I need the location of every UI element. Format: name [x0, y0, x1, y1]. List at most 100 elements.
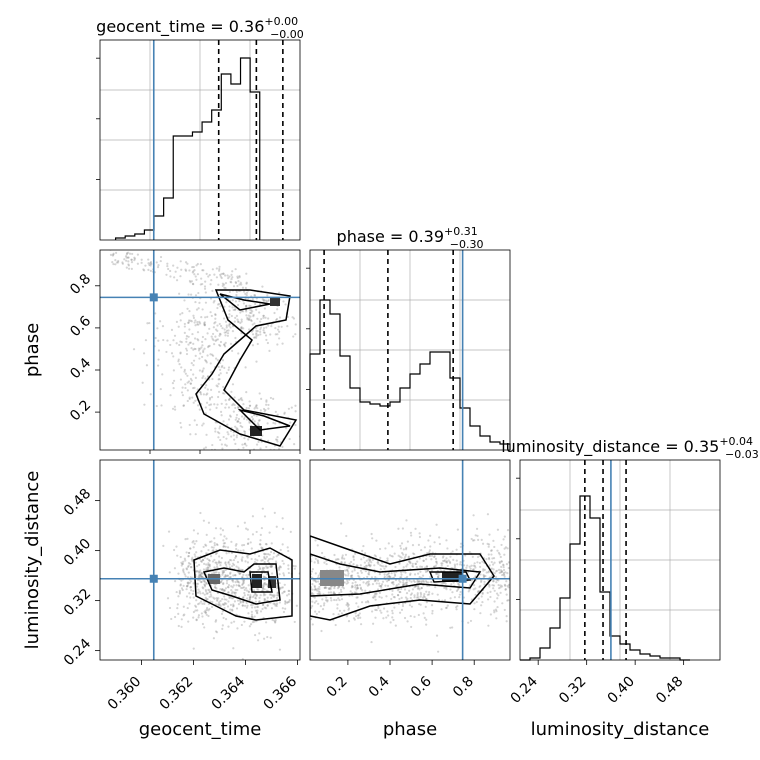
scatter-point [202, 350, 205, 354]
scatter-point [385, 565, 388, 568]
scatter-point [213, 558, 216, 562]
scatter-point [239, 549, 242, 552]
scatter-point [374, 575, 377, 579]
scatter-point [477, 597, 480, 600]
scatter-point [487, 624, 490, 627]
scatter-point [177, 612, 180, 615]
scatter-point [379, 564, 382, 567]
scatter-point [190, 280, 193, 283]
scatter-point [314, 588, 317, 591]
scatter-point [323, 561, 326, 564]
scatter-point [458, 596, 461, 599]
scatter-point [353, 618, 356, 621]
scatter-point [499, 584, 502, 587]
scatter-point [245, 527, 248, 530]
scatter-point [257, 419, 261, 422]
scatter-point [213, 343, 216, 346]
scatter-point [316, 592, 319, 595]
scatter-point [505, 593, 508, 596]
scatter-point [471, 568, 475, 571]
scatter-point [182, 614, 185, 617]
scatter-point [434, 557, 438, 561]
scatter-point [214, 339, 217, 342]
scatter-point [324, 599, 328, 602]
scatter-point [198, 369, 201, 372]
scatter-point [185, 568, 189, 571]
scatter-point [459, 561, 462, 564]
scatter-point [337, 597, 340, 600]
scatter-point [208, 559, 211, 562]
scatter-point [419, 593, 423, 596]
scatter-point [249, 311, 252, 314]
scatter-point [230, 281, 233, 284]
scatter-point [350, 574, 353, 578]
scatter-point [185, 595, 189, 598]
scatter-point [203, 562, 206, 565]
scatter-point [488, 533, 491, 536]
scatter-point [217, 436, 220, 439]
scatter-point [209, 555, 213, 558]
scatter-point [195, 540, 198, 543]
scatter-point [203, 602, 206, 606]
scatter-point [318, 610, 321, 613]
scatter-point [481, 591, 484, 594]
scatter-point [231, 579, 234, 582]
scatter-point [187, 343, 190, 346]
scatter-point [225, 582, 229, 585]
scatter-point [202, 269, 205, 272]
scatter-point [329, 588, 332, 591]
scatter-point [179, 421, 182, 425]
scatter-point [313, 601, 316, 604]
scatter-point [239, 281, 242, 284]
scatter-point [413, 580, 416, 583]
scatter-point [238, 568, 241, 571]
scatter-point [445, 606, 448, 609]
scatter-point [435, 560, 438, 564]
scatter-point [410, 580, 413, 583]
scatter-point [271, 557, 274, 561]
scatter-point [276, 343, 279, 346]
scatter-point [292, 317, 296, 320]
scatter-point [384, 565, 387, 568]
scatter-point [131, 252, 134, 256]
scatter-point [194, 324, 197, 327]
scatter-point [354, 581, 357, 584]
scatter-point [464, 554, 467, 557]
scatter-point [417, 580, 421, 583]
scatter-point [227, 591, 230, 594]
scatter-point [169, 394, 172, 397]
scatter-point [204, 611, 207, 614]
x-tick-label: 0.24 [508, 673, 541, 706]
scatter-point [502, 563, 505, 566]
scatter-point [476, 591, 480, 594]
scatter-point [413, 552, 416, 556]
scatter-point [274, 619, 277, 622]
scatter-point [186, 374, 189, 377]
scatter-point [253, 322, 256, 325]
scatter-point [245, 418, 249, 421]
scatter-point [241, 604, 244, 607]
scatter-point [210, 279, 213, 282]
scatter-point [498, 561, 502, 565]
scatter-point [265, 403, 268, 406]
y-tick-label: 0.8 [67, 271, 94, 298]
scatter-point [276, 308, 279, 311]
scatter-point [483, 568, 486, 571]
scatter-point [127, 256, 130, 259]
scatter-point [220, 324, 223, 328]
scatter-point [346, 601, 349, 605]
scatter-point [178, 343, 181, 347]
scatter-point [159, 259, 162, 263]
x-tick-label: 0.364 [209, 673, 249, 713]
scatter-point [424, 566, 427, 569]
scatter-point [390, 554, 393, 558]
scatter-point [226, 574, 229, 577]
scatter-point [281, 592, 284, 595]
scatter-point [325, 562, 328, 566]
scatter-point [203, 583, 207, 587]
scatter-point [401, 602, 405, 605]
scatter-point [222, 420, 225, 423]
scatter-point [181, 562, 185, 566]
scatter-point [263, 576, 267, 579]
scatter-point [204, 609, 207, 612]
